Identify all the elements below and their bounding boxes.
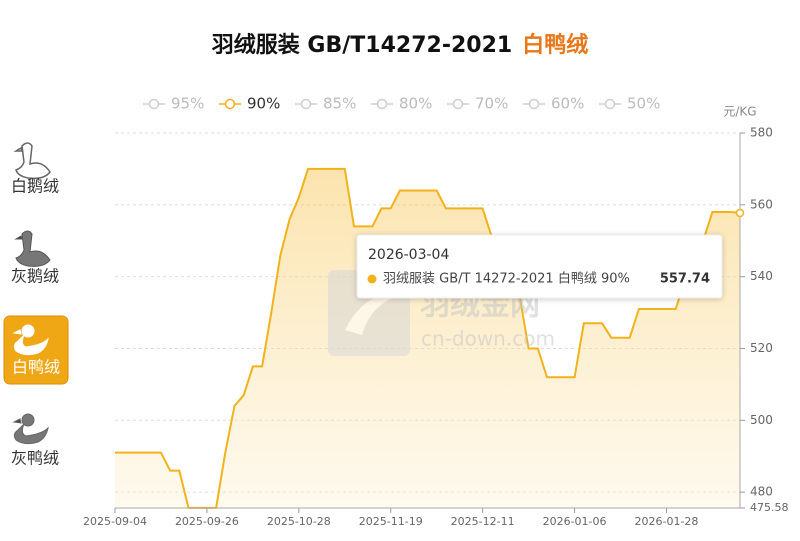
sidebar-item[interactable]: 灰鸭绒 xyxy=(11,413,59,468)
legend-marker xyxy=(528,98,540,110)
y-tick-label: 475.58 xyxy=(750,501,789,514)
watermark-logo-shape xyxy=(345,294,400,335)
legend-label: 85% xyxy=(323,95,356,113)
duck-icon xyxy=(12,324,49,356)
sidebar-item[interactable]: 白鸭绒 xyxy=(3,315,69,385)
legend-label: 50% xyxy=(627,95,660,113)
legend-label: 95% xyxy=(171,95,204,113)
legend-marker xyxy=(148,98,160,110)
legend-item[interactable]: 70% xyxy=(447,95,508,113)
tooltip-box xyxy=(356,234,723,299)
x-tick-label: 2025-09-04 xyxy=(83,515,147,528)
watermark-site: cn-down.com xyxy=(421,327,555,351)
tooltip: 2026-03-04 羽绒服装 GB/T 14272-2021 白鸭绒 90% 55… xyxy=(356,234,723,299)
legend-item[interactable]: 80% xyxy=(371,95,432,113)
y-tick-label: 580 xyxy=(750,126,773,140)
legend-item[interactable]: 85% xyxy=(295,95,356,113)
legend-label: 90% xyxy=(247,95,280,113)
legend-item[interactable]: 90% xyxy=(219,95,280,113)
y-tick-label: 560 xyxy=(750,197,773,211)
line xyxy=(115,167,741,509)
tooltip-date: 2026-03-04 xyxy=(368,247,449,263)
y-unit: 元/KG xyxy=(723,105,756,119)
sidebar-label: 白鸭绒 xyxy=(12,358,60,377)
x-tick-label: 2025-09-26 xyxy=(175,515,239,528)
goose-icon xyxy=(14,230,51,267)
legend-item[interactable]: 50% xyxy=(599,95,660,113)
sidebar: 白鹅绒 灰鹅绒 白鸭绒 灰鸭绒 xyxy=(3,142,69,468)
title-main: 羽绒服装 GB/T14272-2021 xyxy=(212,32,512,58)
title-highlight: 白鸭绒 xyxy=(522,32,588,58)
sidebar-label: 灰鹅绒 xyxy=(11,267,59,286)
duck-icon xyxy=(12,413,49,445)
x-tick-label: 2026-01-28 xyxy=(635,515,699,528)
tooltip-marker xyxy=(367,274,377,284)
sidebar-label: 灰鸭绒 xyxy=(11,449,59,468)
legend-marker xyxy=(604,98,616,110)
legend-item[interactable]: 60% xyxy=(523,95,584,113)
legend-marker xyxy=(300,98,312,110)
sidebar-item[interactable]: 白鹅绒 xyxy=(11,142,59,196)
sidebar-item[interactable]: 灰鹅绒 xyxy=(11,230,59,286)
x-tick-label: 2025-11-19 xyxy=(359,515,423,528)
tooltip-value: 557.74 xyxy=(660,272,710,287)
legend-label: 60% xyxy=(551,95,584,113)
goose-icon xyxy=(13,142,51,180)
chart-title: 羽绒服装 GB/T14272-2021 白鸭绒 xyxy=(212,32,588,58)
hover-point xyxy=(735,208,745,218)
x-tick-label: 2025-12-11 xyxy=(451,515,515,528)
area xyxy=(115,168,740,508)
legend-label: 80% xyxy=(399,95,432,113)
x-tick-label: 2026-01-06 xyxy=(543,515,607,528)
legend-label: 70% xyxy=(475,95,508,113)
legend-item[interactable]: 95% xyxy=(143,95,204,113)
legend-marker xyxy=(224,98,236,110)
tooltip-label: 羽绒服装 GB/T 14272-2021 白鸭绒 90% xyxy=(383,271,630,287)
legend-marker xyxy=(376,98,388,110)
x-tick-label: 2025-10-28 xyxy=(267,515,331,528)
legend-marker xyxy=(452,98,464,110)
y-tick-label: 480 xyxy=(750,485,773,499)
y-tick-label: 520 xyxy=(750,341,773,355)
sidebar-label: 白鹅绒 xyxy=(11,177,59,196)
y-tick-label: 500 xyxy=(750,413,773,427)
y-tick-label: 540 xyxy=(750,269,773,283)
